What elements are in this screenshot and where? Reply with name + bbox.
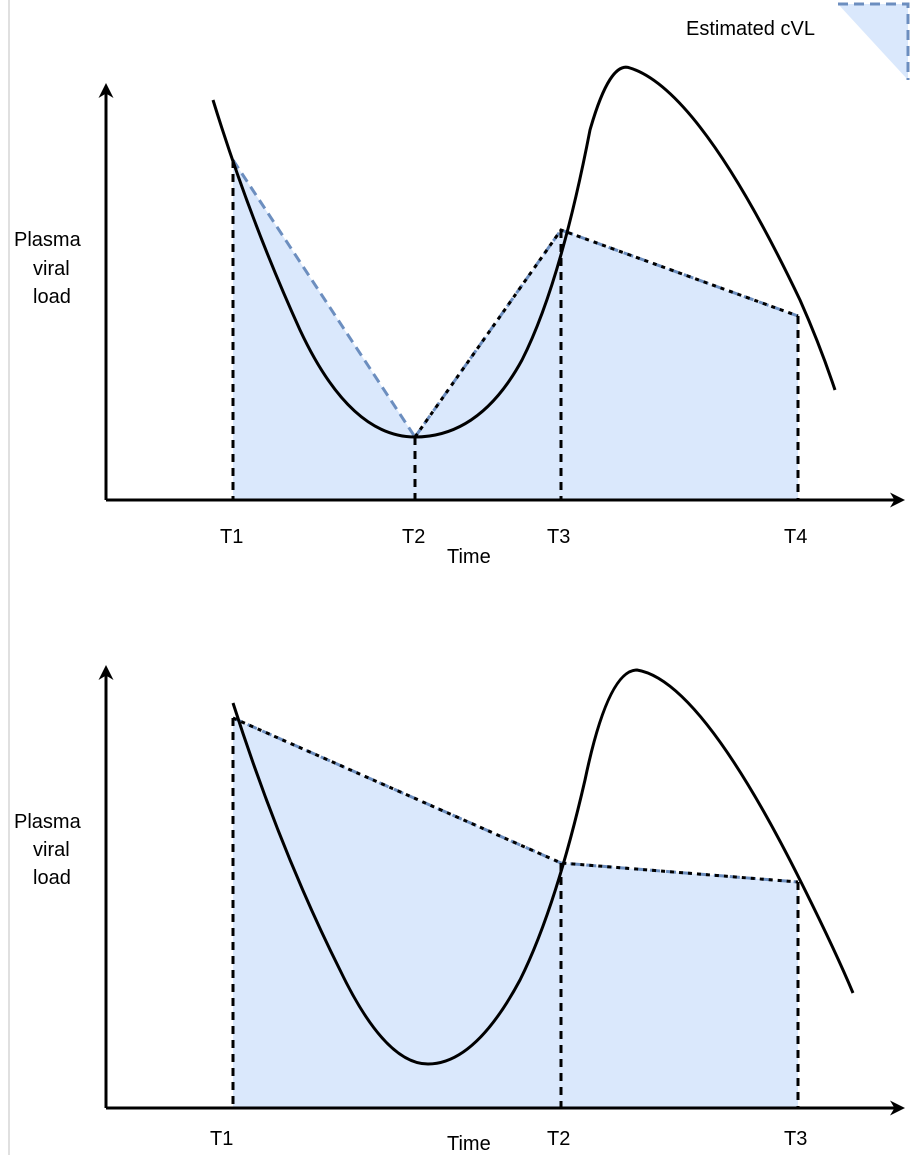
panel-2-tick-t3: T3 [784, 1128, 807, 1150]
panel-1: Plasma viral load T1 T2 T3 T4 Time [14, 65, 905, 568]
legend-label: Estimated cVL [686, 18, 815, 40]
panel-1-ylabel-line-2: viral [33, 258, 70, 280]
panel-2-tick-t2: T2 [547, 1128, 570, 1150]
legend-swatch-dash [838, 2, 910, 80]
panel-1-tick-t3: T3 [547, 526, 570, 548]
panel-1-estimated-area [233, 160, 798, 500]
panel-1-tick-t1: T1 [220, 526, 243, 548]
legend-swatch-area [838, 4, 908, 80]
panel-2-estimated-area [233, 718, 798, 1108]
panel-2-xlabel: Time [447, 1133, 491, 1155]
panel-1-tick-t2: T2 [402, 526, 425, 548]
panel-2-viral-load-curve [231, 668, 855, 1066]
legend: Estimated cVL [686, 2, 910, 80]
panel-2-ylabel-line-2: viral [33, 839, 70, 861]
panel-2: Plasma viral load T1 T2 T3 Time [14, 665, 905, 1155]
panel-1-estimate-segment-1 [231, 159, 417, 438]
panel-2-tick-t1: T1 [210, 1128, 233, 1150]
panel-2-estimate-line-dots [232, 716, 799, 884]
panel-2-ylabel-line-3: load [33, 867, 71, 889]
panel-1-ylabel-line-3: load [33, 286, 71, 308]
panel-2-ylabel-line-1: Plasma [14, 811, 82, 833]
panel-1-tick-t4: T4 [784, 526, 807, 548]
panel-1-xlabel: Time [447, 546, 491, 568]
panel-1-ylabel-line-1: Plasma [14, 229, 82, 251]
panel-1-viral-load-curve [211, 65, 837, 439]
